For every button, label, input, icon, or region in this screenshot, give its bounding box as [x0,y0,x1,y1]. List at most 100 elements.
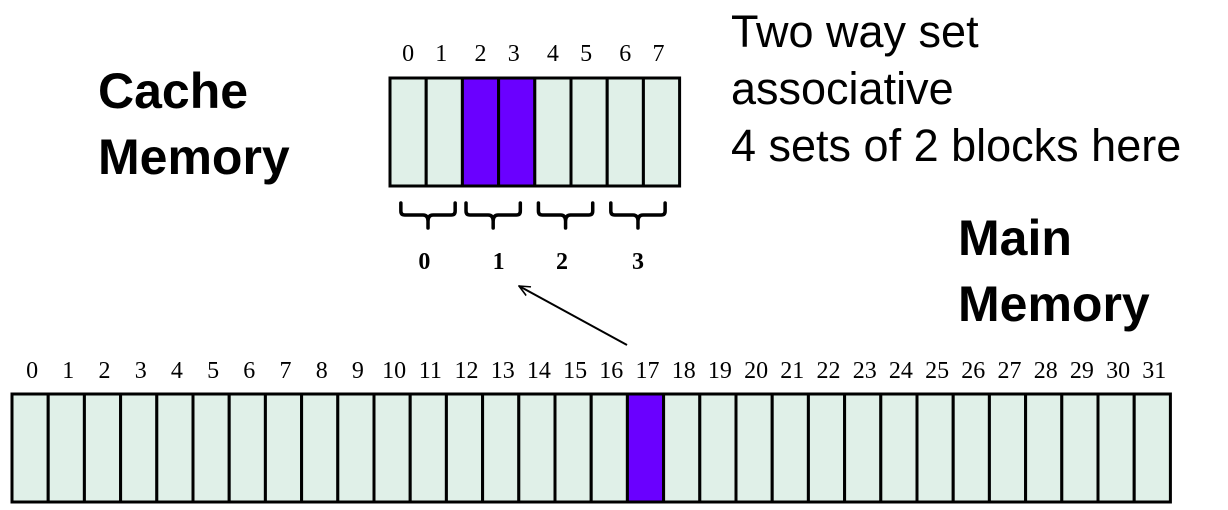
main-block-index: 9 [352,358,364,384]
main-block [698,392,738,504]
main-block-index: 29 [1070,358,1094,384]
main-block [46,392,86,504]
cache-title-line: Cache [98,63,249,119]
main-block-index: 4 [171,358,183,384]
cache-title-line: Memory [98,129,290,185]
main-block-index: 11 [419,358,442,384]
main-block [1060,392,1100,504]
main-block [119,392,159,504]
description-line: 4 sets of 2 blocks here [731,120,1182,171]
main-block-index: 30 [1106,358,1130,384]
main-block [806,392,847,504]
main-block [227,392,267,504]
main-block [915,392,955,504]
main-block-index: 0 [26,358,38,384]
set-brace [609,201,667,230]
associativity-description: Two way set associative 4 sets of 2 bloc… [731,3,1181,174]
main-block [879,392,919,504]
main-block [372,392,412,504]
main-block-index: 3 [135,358,147,384]
cache-block-index: 2 [475,41,487,67]
set-brace [536,201,595,230]
main-block-index: 12 [455,358,479,384]
cache-block-index: 1 [435,41,447,67]
main-block-index: 5 [207,358,219,384]
main-block [1132,392,1172,504]
main-block-index: 1 [62,358,74,384]
main-block [408,392,448,504]
main-block-index: 13 [491,358,515,384]
cache-block-index: 3 [508,41,520,67]
main-block-index: 19 [708,358,732,384]
cache-memory-title: Cache Memory [98,58,290,190]
main-block-highlighted [625,392,666,504]
main-block-index: 16 [599,358,623,384]
cache-block [424,76,464,188]
main-block [82,392,123,504]
set-label: 2 [556,249,568,275]
cache-block-highlighted [460,76,501,188]
main-memory-blocks [10,392,1172,504]
main-block-index: 21 [780,358,804,384]
main-block-indices: 0 1 2 3 4 5 6 7 8 9 10 11 12 13 14 15 16 17 18 19 20 21 22 23 24… [26,358,1166,384]
cache-block-index: 0 [402,41,414,67]
main-block-index: 18 [672,358,696,384]
main-block [191,392,231,504]
main-block-index: 8 [316,358,328,384]
cache-block-index: 4 [547,41,559,67]
main-block [553,392,593,504]
main-block [589,392,629,504]
main-block-index: 26 [961,358,985,384]
main-block [1024,392,1064,504]
main-memory-title: Main Memory [958,205,1150,337]
set-label: 1 [493,249,505,275]
main-title-line: Memory [958,276,1150,332]
main-block-index: 22 [817,358,841,384]
main-block-index: 28 [1034,358,1058,384]
set-brace [399,201,457,230]
main-block-index: 23 [853,358,877,384]
main-block-index: 2 [99,358,111,384]
main-title-line: Main [958,210,1072,266]
main-block [263,392,304,504]
main-block [481,392,521,504]
cache-block [533,76,573,188]
main-block-index: 14 [527,358,551,384]
main-block-index: 15 [563,358,587,384]
set-label: 3 [632,249,644,275]
main-block-index: 6 [243,358,255,384]
description-line: associative [731,63,954,114]
main-block [987,392,1028,504]
main-block [843,392,883,504]
main-block-index: 24 [889,358,913,384]
main-block-index: 17 [636,358,660,384]
cache-set-braces [399,201,667,230]
cache-block [641,76,682,188]
set-label: 0 [418,249,430,275]
main-block [155,392,195,504]
description-line: Two way set [731,6,979,57]
cache-block-index: 6 [619,41,631,67]
main-block-index: 10 [382,358,406,384]
main-block [770,392,810,504]
main-block [1096,392,1136,504]
cache-block [569,76,609,188]
main-block [662,392,702,504]
mapping-arrow [519,286,628,346]
main-block-index: 7 [280,358,292,384]
main-block-index: 31 [1142,358,1166,384]
main-block [444,392,485,504]
main-block [951,392,991,504]
cache-block-highlighted [497,76,537,188]
main-block [734,392,774,504]
cache-block-index: 7 [653,41,665,67]
cache-block [605,76,645,188]
main-block-index: 25 [925,358,949,384]
main-block [517,392,557,504]
cache-set-labels: 0 1 2 3 [418,249,644,275]
cache-block [388,76,428,188]
cache-block-index: 5 [580,41,592,67]
main-block-index: 27 [998,358,1022,384]
